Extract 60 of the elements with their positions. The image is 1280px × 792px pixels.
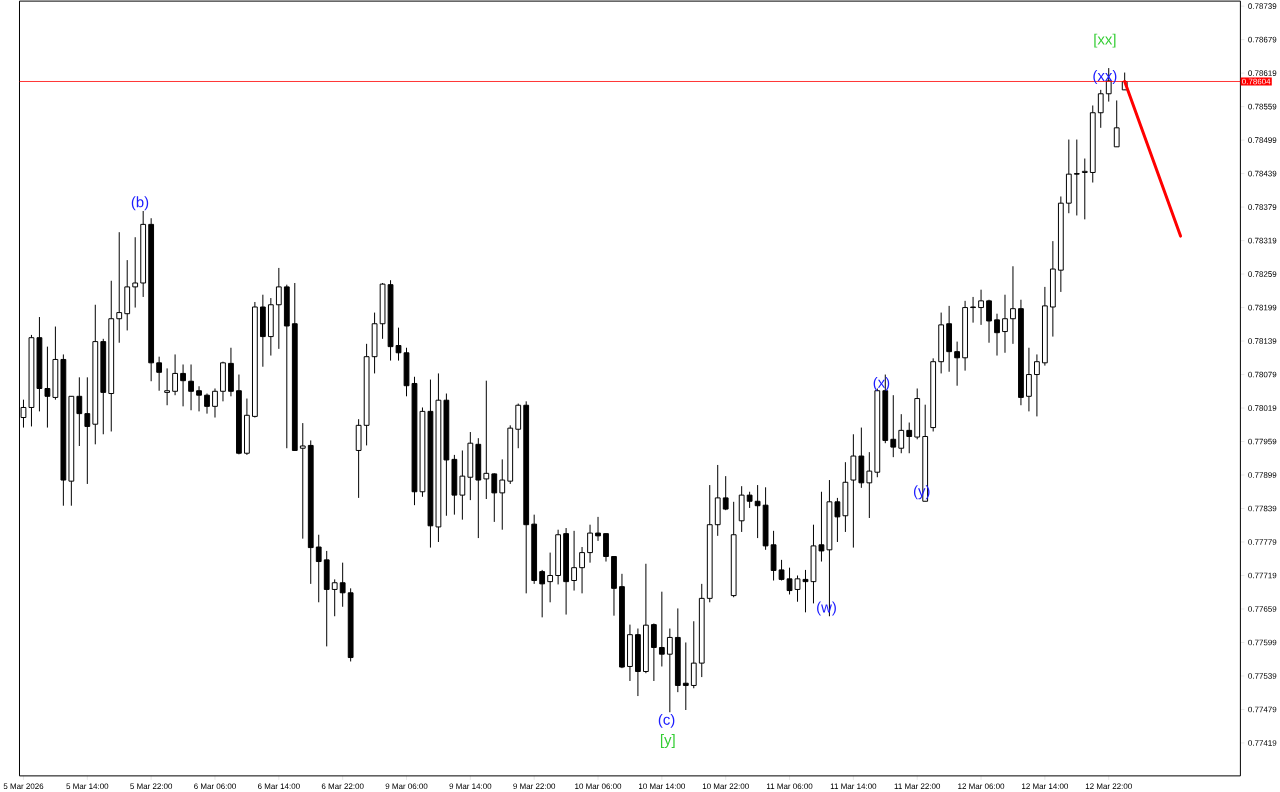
candlestick [204,392,210,414]
candlestick [834,497,841,543]
annotation: [xx] [1094,33,1116,48]
candlestick [196,385,202,412]
candlestick [1073,138,1080,216]
candlestick [866,451,873,519]
candlestick [650,622,657,682]
candlestick [1026,347,1032,412]
candlestick [44,345,51,428]
candlestick [754,484,761,539]
candlestick [986,299,992,344]
candlestick [1002,294,1008,354]
candlestick [898,413,905,454]
candlestick [603,532,609,562]
candlestick [539,569,546,618]
candlestick [172,353,178,396]
candlestick [1034,353,1040,417]
candlestick [275,267,282,350]
candlestick [188,363,194,411]
candlestick [547,551,554,603]
candlestick [180,363,186,407]
candlestick [132,236,139,308]
candlestick [954,340,961,387]
candlestick [994,313,1000,356]
candlestick [212,387,218,418]
candlestick [499,458,506,531]
candlestick [850,433,857,548]
candlestick [164,367,170,406]
annotation: (c) [658,713,675,728]
candlestick [1081,157,1088,220]
candlestick [579,546,585,594]
candlestick [339,561,346,608]
annotation: (b) [131,196,149,211]
annotation: [y] [660,733,675,748]
candlestick [978,289,984,326]
candlestick [1113,99,1120,148]
candlestick [483,380,490,500]
candlestick [658,591,665,667]
candlestick [515,402,522,449]
candlestick [299,422,306,539]
candlestick [116,231,123,344]
candlestick [890,394,897,458]
candlestick [84,376,91,485]
candlestick [459,449,466,520]
candlestick [666,627,673,713]
candlestick [315,534,322,603]
candlestick [571,530,577,591]
candlestick [722,475,729,511]
candlestick [491,472,498,523]
candlestick [906,421,913,454]
candlestick [595,516,601,542]
candlestick [682,641,689,711]
candlestick [76,376,83,447]
candlestick [690,620,697,689]
candlestick [331,578,338,617]
candlestick [156,356,163,392]
candlestick [587,524,593,563]
candlestick [1097,89,1104,129]
candlestick [1010,265,1016,345]
candlestick [970,296,976,323]
